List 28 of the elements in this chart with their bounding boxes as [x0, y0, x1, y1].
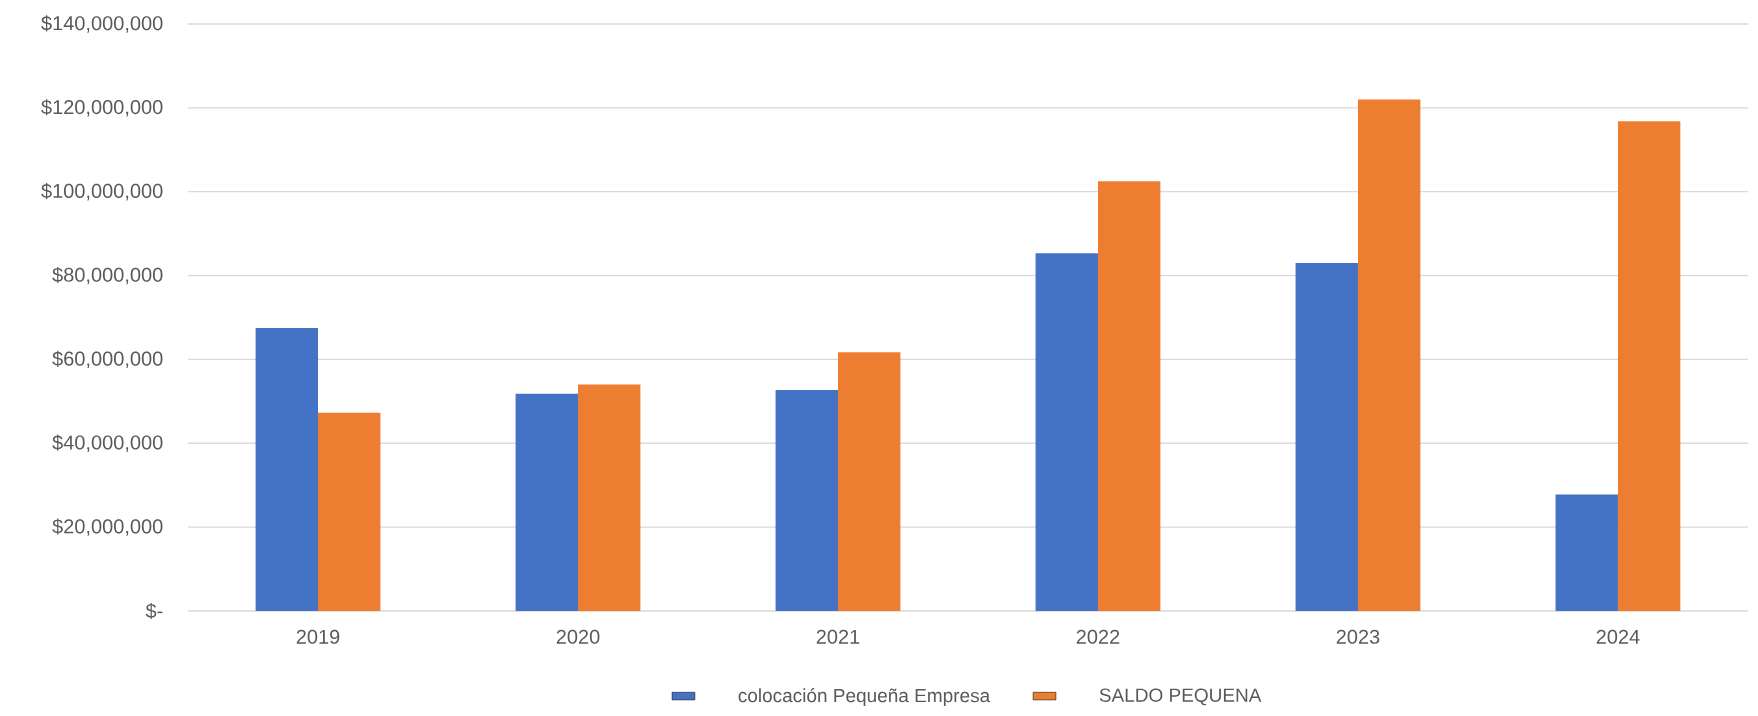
x-tick-label: 2019	[296, 629, 340, 644]
bar	[255, 327, 319, 611]
bar	[577, 384, 641, 611]
y-tick-label: $20,000,000	[52, 518, 163, 536]
bar	[1097, 181, 1161, 611]
bar	[1555, 494, 1618, 611]
bar	[837, 352, 901, 611]
x-tick-label: 2022	[1076, 629, 1120, 644]
x-tick-label: 2023	[1336, 629, 1380, 644]
legend-label: SALDO PEQUENA	[1099, 688, 1262, 706]
bar	[515, 393, 578, 611]
x-tick-label: 2021	[816, 629, 860, 644]
y-tick-label: $80,000,000	[52, 266, 163, 285]
bar	[775, 390, 838, 611]
bar	[1035, 253, 1098, 611]
legend-label: colocación Pequeña Empresa	[738, 688, 991, 707]
y-tick-label: $40,000,000	[52, 434, 163, 452]
y-tick-label: $60,000,000	[52, 350, 163, 369]
y-tick-label: $-	[145, 602, 163, 620]
bar	[1617, 121, 1681, 611]
y-tick-label: $120,000,000	[41, 99, 163, 117]
x-tick-label: 2020	[556, 629, 600, 644]
x-tick-label: 2024	[1596, 629, 1640, 644]
bar	[1357, 99, 1421, 611]
bar	[318, 412, 381, 611]
y-tick-label: $100,000,000	[41, 183, 163, 201]
y-tick-label: $140,000,000	[41, 15, 163, 33]
bar	[1295, 262, 1358, 611]
